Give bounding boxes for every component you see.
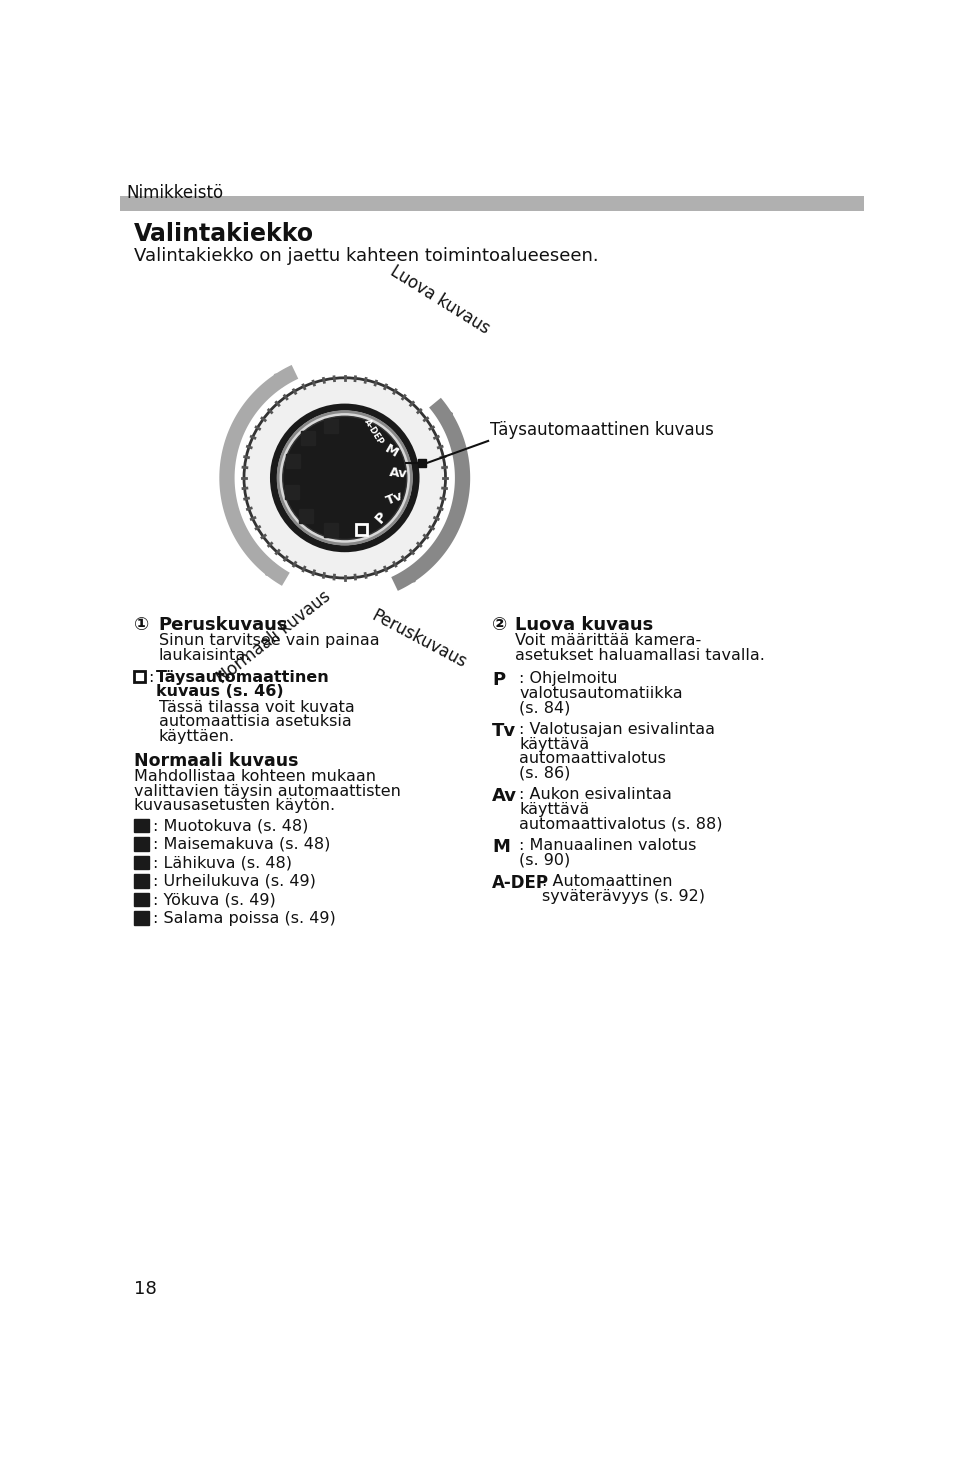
Text: Tv: Tv [384, 488, 406, 508]
Text: Luova kuvaus: Luova kuvaus [516, 617, 654, 635]
Bar [300, 509, 313, 522]
Text: Nimikkeistö: Nimikkeistö [126, 184, 224, 201]
Text: (s. 84): (s. 84) [519, 700, 570, 715]
Bar [134, 818, 150, 832]
Text: Valintakiekko: Valintakiekko [134, 222, 314, 246]
Bar [134, 855, 150, 869]
Text: Tv: Tv [492, 722, 516, 740]
Bar [324, 419, 338, 432]
Text: Täysautomaattinen kuvaus: Täysautomaattinen kuvaus [491, 420, 714, 438]
Text: Voit määrittää kamera-: Voit määrittää kamera- [516, 633, 702, 648]
Bar [134, 892, 150, 906]
Text: P: P [372, 509, 390, 527]
Text: : Manuaalinen valotus: : Manuaalinen valotus [519, 838, 697, 854]
Text: M: M [492, 838, 510, 857]
Text: : Aukon esivalintaa: : Aukon esivalintaa [519, 787, 672, 802]
Bar [120, 195, 864, 212]
Text: Normaali kuvaus: Normaali kuvaus [134, 752, 299, 770]
Bar [356, 524, 367, 534]
Circle shape [274, 407, 416, 549]
Text: kuvausasetusten käytön.: kuvausasetusten käytön. [134, 798, 335, 813]
Bar [301, 431, 316, 445]
Text: ②: ② [492, 617, 507, 635]
Text: Peruskuvaus: Peruskuvaus [368, 607, 469, 672]
Text: : Yökuva (s. 49): : Yökuva (s. 49) [154, 892, 276, 907]
Text: asetukset haluamallasi tavalla.: asetukset haluamallasi tavalla. [516, 648, 765, 663]
Text: ①: ① [134, 617, 149, 635]
Text: Sinun tarvitsee vain painaa: Sinun tarvitsee vain painaa [158, 633, 379, 648]
Text: syväterävyys (s. 92): syväterävyys (s. 92) [542, 889, 706, 904]
Circle shape [283, 416, 407, 540]
Text: : Salama poissa (s. 49): : Salama poissa (s. 49) [154, 910, 336, 925]
Text: : Ohjelmoitu: : Ohjelmoitu [519, 670, 617, 687]
Text: : Maisemakuva (s. 48): : Maisemakuva (s. 48) [154, 836, 330, 851]
Circle shape [244, 377, 445, 579]
Text: Täysautomaattinen: Täysautomaattinen [156, 669, 329, 685]
Text: : Valotusajan esivalintaa: : Valotusajan esivalintaa [519, 722, 715, 737]
Text: Normaali kuvaus: Normaali kuvaus [213, 588, 334, 687]
Text: Av: Av [492, 787, 517, 805]
Bar [134, 875, 150, 888]
Bar [134, 670, 145, 682]
Bar [418, 459, 426, 468]
Text: : Muotokuva (s. 48): : Muotokuva (s. 48) [154, 818, 309, 833]
Text: valotusautomatiikka: valotusautomatiikka [519, 685, 683, 702]
Text: A-DEP: A-DEP [362, 417, 385, 447]
Text: Av: Av [389, 466, 409, 481]
Bar [324, 522, 338, 537]
Text: Peruskuvaus: Peruskuvaus [158, 617, 288, 635]
Text: käyttävä: käyttävä [519, 737, 589, 752]
Bar [134, 838, 150, 851]
Text: : Lähikuva (s. 48): : Lähikuva (s. 48) [154, 855, 293, 870]
Text: Valintakiekko on jaettu kahteen toimintoalueeseen.: Valintakiekko on jaettu kahteen toiminto… [134, 247, 599, 265]
Text: automaattivalotus: automaattivalotus [519, 752, 666, 767]
Text: Mahdollistaa kohteen mukaan: Mahdollistaa kohteen mukaan [134, 770, 376, 784]
Bar [286, 454, 300, 468]
Text: A-DEP: A-DEP [492, 875, 549, 892]
Text: (s. 90): (s. 90) [519, 852, 570, 867]
Text: laukaisinta.: laukaisinta. [158, 648, 252, 663]
Bar [285, 485, 300, 499]
Text: käyttäen.: käyttäen. [158, 730, 235, 744]
Text: Tässä tilassa voit kuvata: Tässä tilassa voit kuvata [158, 700, 354, 715]
Text: Luova kuvaus: Luova kuvaus [388, 262, 493, 337]
Text: M: M [383, 443, 400, 460]
Text: 18: 18 [134, 1280, 156, 1298]
Text: : Urheilukuva (s. 49): : Urheilukuva (s. 49) [154, 873, 316, 888]
Bar [134, 912, 150, 925]
Text: kuvaus (s. 46): kuvaus (s. 46) [156, 684, 283, 699]
Text: käyttävä: käyttävä [519, 802, 589, 817]
Text: : Automaattinen: : Automaattinen [542, 875, 673, 889]
Text: :: : [149, 669, 164, 685]
Text: P: P [492, 670, 505, 690]
Text: valittavien täysin automaattisten: valittavien täysin automaattisten [134, 783, 401, 799]
Text: (s. 86): (s. 86) [519, 765, 570, 781]
Text: automaattivalotus (s. 88): automaattivalotus (s. 88) [519, 817, 723, 832]
Text: automaattisia asetuksia: automaattisia asetuksia [158, 715, 351, 730]
